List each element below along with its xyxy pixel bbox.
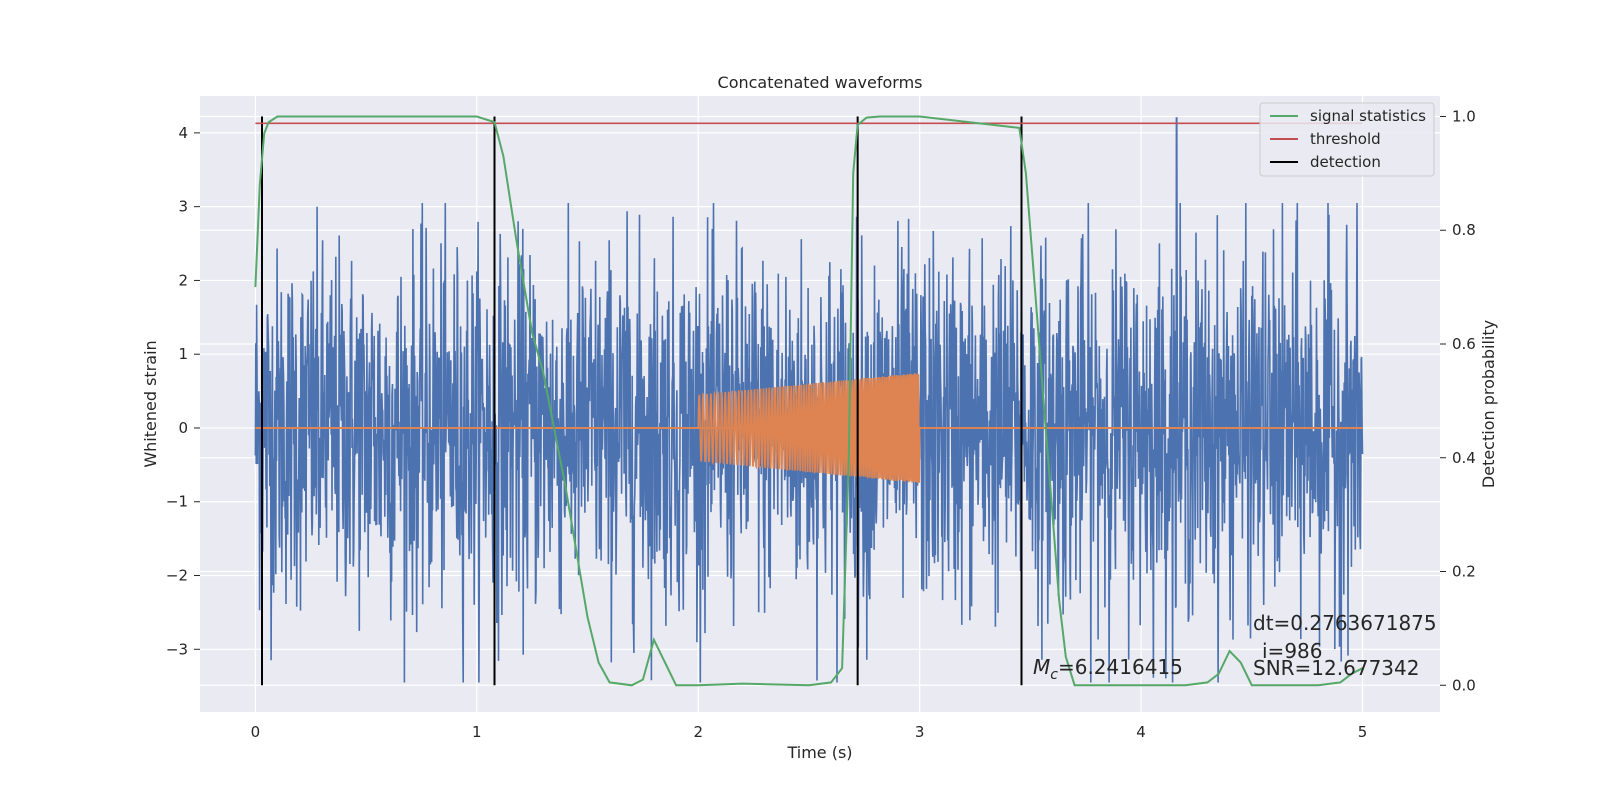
y-tick-label: 2 bbox=[178, 271, 188, 289]
chirp-mass-symbol: M bbox=[1033, 655, 1050, 679]
x-tick-label: 1 bbox=[472, 723, 482, 741]
annotation-snr: SNR=12.677342 bbox=[1253, 656, 1419, 680]
y-tick-label: 0 bbox=[178, 419, 188, 437]
x-tick-label: 3 bbox=[915, 723, 925, 741]
detection-lines bbox=[261, 116, 1023, 686]
legend-box bbox=[1259, 102, 1435, 177]
legend-label-signal-statistics: signal statistics bbox=[1310, 107, 1426, 125]
annotation-index: i=986 bbox=[1262, 639, 1323, 663]
y-tick-label: 4 bbox=[178, 124, 188, 142]
y2-tick-label: 0.8 bbox=[1452, 221, 1476, 239]
chart-title: Concatenated waveforms bbox=[718, 73, 923, 92]
x-tick-label: 5 bbox=[1358, 723, 1368, 741]
y2-axis-label: Detection probability bbox=[1479, 320, 1498, 488]
x-tick-label: 2 bbox=[693, 723, 703, 741]
x-tick-label: 4 bbox=[1136, 723, 1146, 741]
y2-tick-label: 0.4 bbox=[1452, 449, 1476, 467]
y-tick-label: −2 bbox=[166, 567, 188, 585]
y2-tick-label: 0.6 bbox=[1452, 335, 1476, 353]
legend-label-detection: detection bbox=[1310, 153, 1381, 171]
chirp-mass-subscript: c bbox=[1050, 667, 1058, 683]
annotation-dt: dt=0.2763671875 bbox=[1253, 611, 1437, 635]
x-axis-label: Time (s) bbox=[786, 743, 852, 762]
chirp-mass-value: =6.2416415 bbox=[1058, 655, 1183, 679]
y-tick-label: −3 bbox=[166, 640, 188, 658]
y2-tick-label: 0.0 bbox=[1452, 676, 1476, 694]
y-tick-label: 1 bbox=[178, 345, 188, 363]
y-axis-label: Whitened strain bbox=[141, 340, 160, 467]
y-tick-label: 3 bbox=[178, 198, 188, 216]
y2-axis-ticks: 1.0 0.8 0.6 0.4 0.2 0.0 bbox=[1440, 107, 1476, 694]
y2-tick-label: 0.2 bbox=[1452, 563, 1476, 581]
signal-statistics-series-line bbox=[254, 115, 1363, 687]
x-tick-label: 0 bbox=[251, 723, 261, 741]
y-tick-label: −1 bbox=[166, 493, 188, 511]
x-axis-ticks: 0 1 2 3 4 5 bbox=[251, 723, 1368, 741]
annotation-chirp-mass: Mc=6.2416415 bbox=[1033, 655, 1183, 683]
legend-label-threshold: threshold bbox=[1310, 130, 1381, 148]
template-series-line bbox=[697, 373, 921, 484]
y2-tick-label: 1.0 bbox=[1452, 107, 1476, 125]
legend: signal statistics threshold detection bbox=[1259, 102, 1435, 177]
y-axis-ticks: 4 3 2 1 0 −1 −2 −3 bbox=[166, 124, 200, 658]
